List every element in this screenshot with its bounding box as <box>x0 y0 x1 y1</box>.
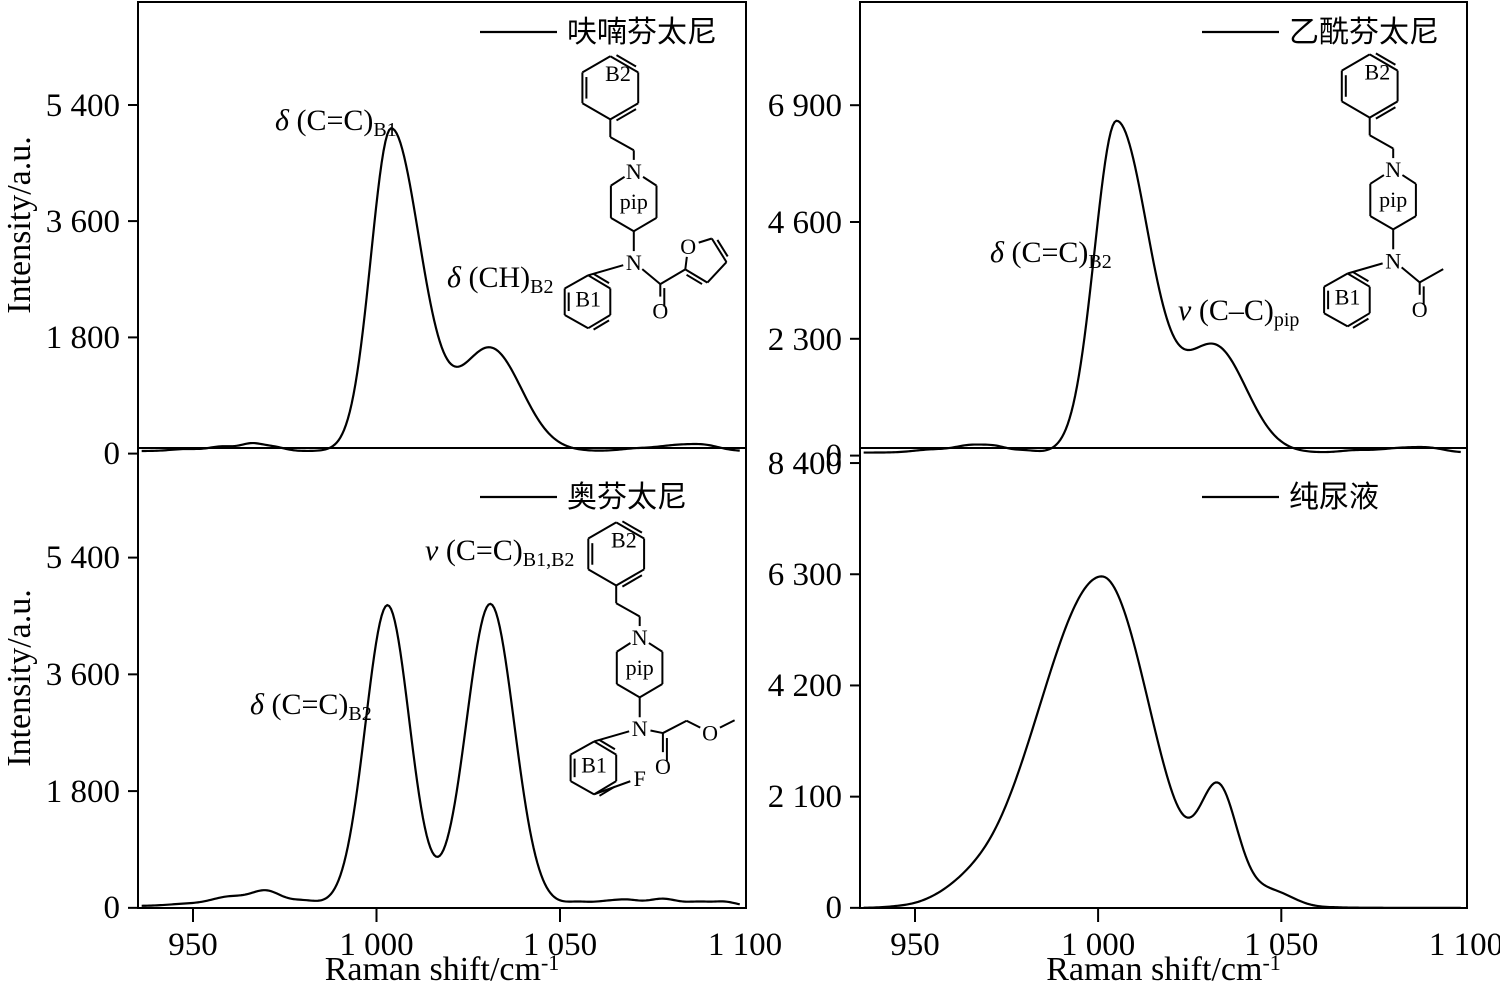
svg-text:pip: pip <box>626 655 654 680</box>
svg-text:B2: B2 <box>605 61 631 86</box>
svg-text:N: N <box>632 716 648 741</box>
svg-text:2 100: 2 100 <box>768 779 842 815</box>
svg-text:奥芬太尼: 奥芬太尼 <box>567 481 687 514</box>
svg-text:乙酰芬太尼: 乙酰芬太尼 <box>1289 16 1439 49</box>
svg-text:0: 0 <box>826 890 843 926</box>
svg-text:0: 0 <box>104 436 121 472</box>
svg-text:pip: pip <box>620 189 648 214</box>
svg-text:O: O <box>652 299 668 324</box>
svg-text:6 300: 6 300 <box>768 557 842 593</box>
svg-text:1 100: 1 100 <box>1429 927 1500 963</box>
svg-text:F: F <box>634 766 646 791</box>
svg-text:Raman shift/cm-1: Raman shift/cm-1 <box>1046 950 1281 986</box>
svg-text:B1: B1 <box>1335 285 1361 310</box>
svg-text:1 800: 1 800 <box>46 774 120 810</box>
svg-text:Intensity/a.u.: Intensity/a.u. <box>1 136 38 314</box>
svg-text:N: N <box>626 250 642 275</box>
svg-text:O: O <box>655 754 671 779</box>
svg-text:8 400: 8 400 <box>768 446 842 482</box>
svg-text:B1: B1 <box>575 286 601 311</box>
svg-text:N: N <box>626 159 642 184</box>
svg-text:N: N <box>632 625 648 650</box>
svg-text:B2: B2 <box>611 527 637 552</box>
svg-text:pip: pip <box>1379 187 1407 212</box>
svg-text:1 800: 1 800 <box>46 320 120 356</box>
svg-text:O: O <box>680 234 696 259</box>
svg-text:950: 950 <box>168 927 218 963</box>
svg-text:纯尿液: 纯尿液 <box>1289 481 1379 514</box>
svg-text:4 200: 4 200 <box>768 668 842 704</box>
svg-text:4 600: 4 600 <box>768 205 842 241</box>
svg-text:5 400: 5 400 <box>46 540 120 576</box>
svg-text:950: 950 <box>890 927 940 963</box>
svg-text:0: 0 <box>104 890 121 926</box>
svg-text:6 900: 6 900 <box>768 88 842 124</box>
svg-text:1 100: 1 100 <box>708 927 782 963</box>
svg-text:B1: B1 <box>581 752 607 777</box>
svg-text:O: O <box>702 721 718 746</box>
svg-text:O: O <box>1412 297 1428 322</box>
svg-text:Raman shift/cm-1: Raman shift/cm-1 <box>325 950 560 986</box>
svg-text:2 300: 2 300 <box>768 322 842 358</box>
svg-text:N: N <box>1385 157 1401 182</box>
svg-text:B2: B2 <box>1365 59 1391 84</box>
svg-text:N: N <box>1385 248 1401 273</box>
svg-text:3 600: 3 600 <box>46 204 120 240</box>
svg-text:Intensity/a.u.: Intensity/a.u. <box>1 589 38 767</box>
svg-text:呋喃芬太尼: 呋喃芬太尼 <box>567 16 717 49</box>
svg-text:5 400: 5 400 <box>46 88 120 124</box>
svg-text:3 600: 3 600 <box>46 657 120 693</box>
